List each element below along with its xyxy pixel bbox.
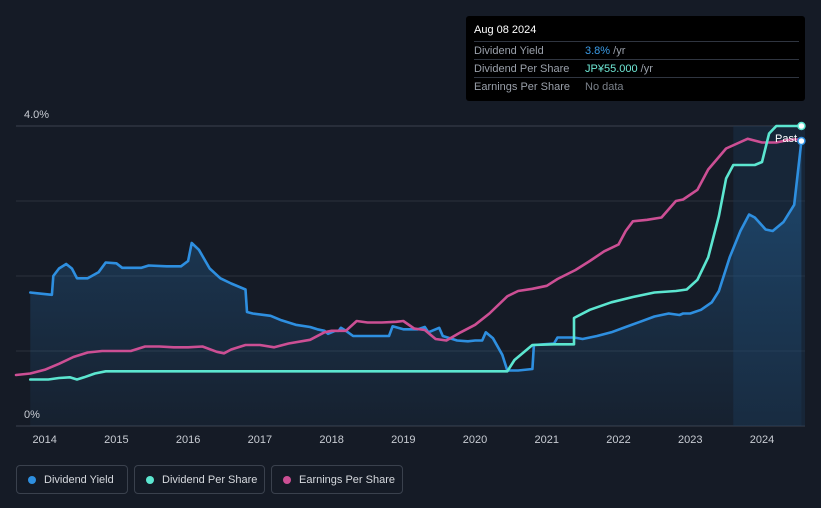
x-tick-label: 2018 — [319, 434, 343, 446]
x-tick-label: 2024 — [750, 434, 774, 446]
tooltip-value-unit: /yr — [610, 45, 626, 57]
tooltip-value: JP¥55.000 /yr — [585, 63, 653, 75]
x-tick-label: 2021 — [535, 434, 559, 446]
y-tick-label: 4.0% — [24, 109, 49, 121]
y-axis-ticks: 4.0% 0% — [24, 109, 49, 421]
legend-dot-icon — [283, 476, 291, 484]
legend-earnings-per-share-button[interactable]: Earnings Per Share — [271, 465, 403, 494]
legend-dot-icon — [146, 476, 154, 484]
tooltip-row-dividend-yield: Dividend Yield 3.8% /yr — [474, 41, 799, 60]
x-tick-label: 2023 — [678, 434, 702, 446]
x-tick-label: 2017 — [248, 434, 272, 446]
x-tick-label: 2015 — [104, 434, 128, 446]
tooltip-value: No data — [585, 81, 624, 93]
x-axis-ticks: 2014 2015 2016 2017 2018 2019 2020 2021 2022 2023… — [32, 434, 774, 446]
earnings-per-share-line — [14, 137, 803, 377]
legend-label: Earnings Per Share — [299, 474, 395, 486]
legend-dividend-yield-button[interactable]: Dividend Yield — [16, 465, 128, 494]
tooltip-value-number: No data — [585, 81, 624, 93]
tooltip-value-number: JP¥55.000 — [585, 63, 638, 75]
dividend-yield-end-marker — [797, 136, 806, 146]
dividend-per-share-line — [29, 124, 803, 381]
x-tick-label: 2020 — [463, 434, 487, 446]
tooltip-value-unit: /yr — [637, 63, 653, 75]
tooltip-value: 3.8% /yr — [585, 45, 625, 57]
tooltip-label: Earnings Per Share — [474, 81, 570, 93]
x-tick-label: 2014 — [32, 434, 56, 446]
dividend-yield-area — [30, 141, 802, 426]
tooltip-value-number: 3.8% — [585, 45, 611, 57]
tooltip-row-dividend-per-share: Dividend Per Share JP¥55.000 /yr — [474, 59, 799, 78]
tooltip-label: Dividend Per Share — [474, 63, 570, 75]
x-tick-label: 2022 — [606, 434, 630, 446]
legend-label: Dividend Yield — [44, 474, 114, 486]
x-tick-label: 2019 — [391, 434, 415, 446]
past-label: Past — [775, 133, 797, 145]
tooltip-label: Dividend Yield — [474, 45, 544, 57]
legend-dot-icon — [28, 476, 36, 484]
dividend-per-share-end-marker — [797, 121, 806, 131]
tooltip-row-earnings-per-share: Earnings Per Share No data — [474, 77, 799, 96]
legend-dividend-per-share-button[interactable]: Dividend Per Share — [134, 465, 265, 494]
y-tick-label: 0% — [24, 409, 40, 421]
x-tick-label: 2016 — [176, 434, 200, 446]
tooltip: Aug 08 2024 Dividend Yield 3.8% /yr Divi… — [466, 16, 805, 101]
series-layer — [14, 121, 806, 426]
tooltip-date: Aug 08 2024 — [474, 24, 537, 36]
legend-label: Dividend Per Share — [162, 474, 258, 486]
